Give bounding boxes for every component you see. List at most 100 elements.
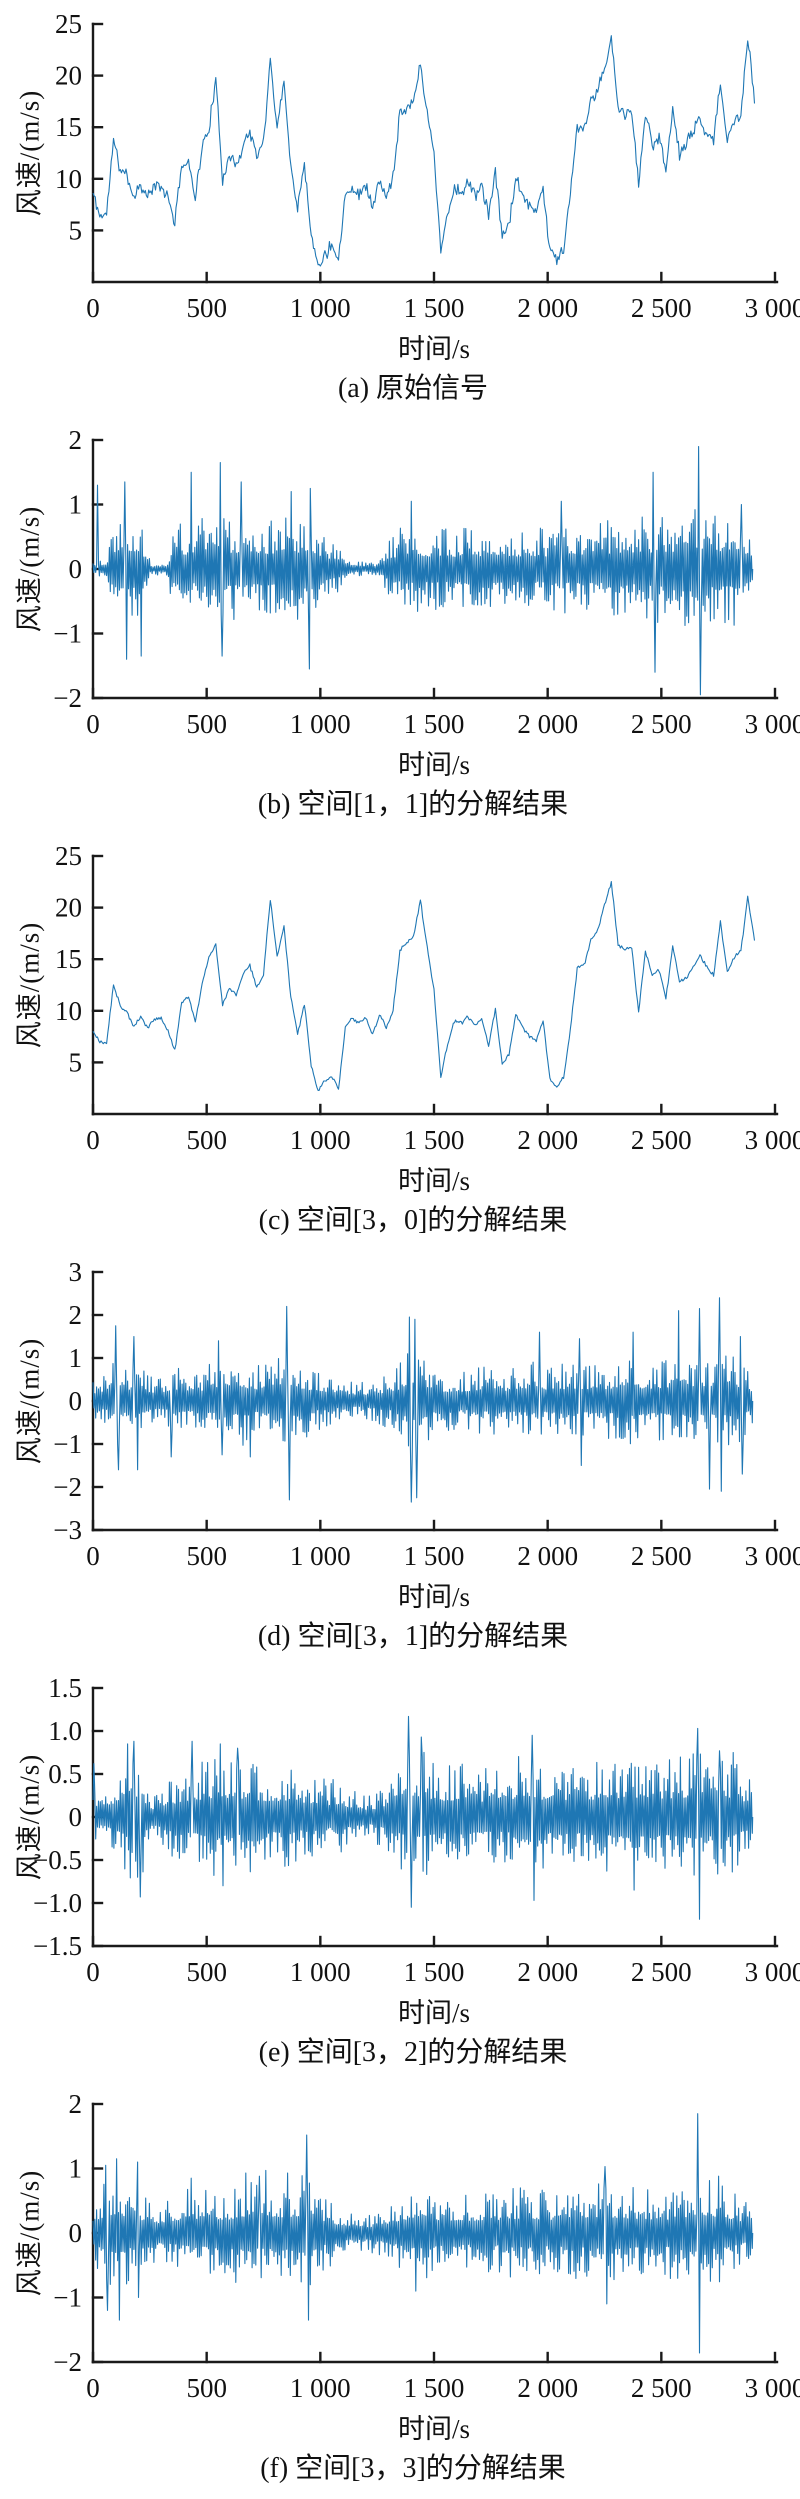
chart-canvas-e: 0 500 1 000 1 500 2 000 2 500 3 000 −1.5 −1.0 −0.… <box>33 1673 800 1987</box>
y-axis-label: 风速/(m/s) <box>14 505 45 633</box>
tick-labels: 0 500 1 000 1 500 2 000 2 500 3 000 −3 −2 −1 0 1 2 3 <box>53 1257 800 1571</box>
x-tick-label: 1 000 <box>290 1541 351 1571</box>
x-tick-label: 2 500 <box>631 1541 692 1571</box>
y-tick-label: 1.5 <box>48 1673 82 1703</box>
x-tick-label: 3 000 <box>745 293 800 323</box>
x-tick-label: 3 000 <box>745 1541 800 1571</box>
x-tick-label: 1 500 <box>404 1541 465 1571</box>
y-axis-label: 风速/(m/s) <box>14 921 45 1049</box>
x-tick-label: 1 000 <box>290 1125 351 1155</box>
series-line <box>92 1297 754 1503</box>
y-tick-label: 1 <box>69 2154 83 2184</box>
x-tick-label: 2 000 <box>517 293 578 323</box>
x-axis-label: 时间/s <box>397 750 470 780</box>
x-tick-label: 0 <box>86 1957 100 1987</box>
tick-labels: 0 500 1 000 1 500 2 000 2 500 3 000 −1.5 −1.0 −0.… <box>33 1673 800 1987</box>
y-tick-label: 0 <box>69 1386 83 1416</box>
x-axis-label: 时间/s <box>397 1166 470 1196</box>
chart-canvas-d: 0 500 1 000 1 500 2 000 2 500 3 000 −3 −2 −1 0 1 2 3 <box>53 1257 800 1571</box>
y-tick-label: 20 <box>55 893 82 923</box>
x-tick-label: 1 000 <box>290 2373 351 2403</box>
x-tick-label: 500 <box>186 1125 227 1155</box>
subplot-a: 0 500 1 000 1 500 2 000 2 500 3 000 5 10 15 20 25 风… <box>0 0 800 416</box>
x-tick-label: 3 000 <box>745 2373 800 2403</box>
subplot-caption: (c) 空间[3，0]的分解结果 <box>258 1205 568 1236</box>
subplot-caption: (a) 原始信号 <box>337 373 489 404</box>
x-tick-label: 3 000 <box>745 1957 800 1987</box>
series-line <box>92 445 754 696</box>
axes <box>91 22 779 284</box>
x-tick-label: 3 000 <box>745 1125 800 1155</box>
x-tick-label: 0 <box>86 1125 100 1155</box>
x-tick-label: 0 <box>86 2373 100 2403</box>
y-tick-label: 20 <box>55 61 82 91</box>
y-tick-label: −2 <box>53 683 82 713</box>
y-tick-label: −1.0 <box>33 1888 82 1918</box>
axes <box>91 1270 779 1532</box>
x-tick-label: 2 000 <box>517 1125 578 1155</box>
y-axis-label: 风速/(m/s) <box>14 1753 45 1881</box>
y-tick-label: 0 <box>69 554 83 584</box>
x-tick-label: 0 <box>86 709 100 739</box>
y-tick-label: 5 <box>69 1047 83 1077</box>
subplot-caption: (d) 空间[3，1]的分解结果 <box>257 1621 569 1652</box>
x-tick-label: 1 500 <box>404 1957 465 1987</box>
y-tick-label: 15 <box>55 944 82 974</box>
chart-canvas-a: 0 500 1 000 1 500 2 000 2 500 3 000 5 10 15 20 25 <box>55 9 800 323</box>
x-tick-label: 500 <box>186 1957 227 1987</box>
y-tick-label: −1 <box>53 2283 82 2313</box>
y-tick-label: 2 <box>69 2089 83 2119</box>
x-tick-label: 1 000 <box>290 709 351 739</box>
tick-labels: 0 500 1 000 1 500 2 000 2 500 3 000 −2 −1 0 1 2 <box>53 425 800 739</box>
x-tick-label: 0 <box>86 1541 100 1571</box>
y-tick-label: 0 <box>69 1802 83 1832</box>
series-line <box>92 1715 754 1920</box>
x-tick-label: 1 500 <box>404 709 465 739</box>
x-tick-label: 500 <box>186 2373 227 2403</box>
subplot-c: 0 500 1 000 1 500 2 000 2 500 3 000 5 10 15 20 25 风… <box>0 832 800 1248</box>
y-axis-label: 风速/(m/s) <box>14 1337 45 1465</box>
y-tick-label: 1 <box>69 490 83 520</box>
x-tick-label: 2 500 <box>631 1125 692 1155</box>
y-tick-label: 10 <box>55 996 82 1026</box>
x-tick-label: 1 500 <box>404 2373 465 2403</box>
chart-canvas-b: 0 500 1 000 1 500 2 000 2 500 3 000 −2 −1 0 1 2 <box>53 425 800 739</box>
x-tick-label: 2 500 <box>631 709 692 739</box>
y-tick-label: −1 <box>53 1429 82 1459</box>
x-tick-label: 2 000 <box>517 1957 578 1987</box>
y-tick-label: −1.5 <box>33 1931 82 1961</box>
x-axis-label: 时间/s <box>397 334 470 364</box>
y-tick-label: −2 <box>53 1472 82 1502</box>
x-tick-label: 1 500 <box>404 293 465 323</box>
x-tick-label: 1 000 <box>290 1957 351 1987</box>
subplot-b: 0 500 1 000 1 500 2 000 2 500 3 000 −2 −1 0 1 2 风速/… <box>0 416 800 832</box>
x-tick-label: 500 <box>186 709 227 739</box>
series-line <box>92 2113 754 2354</box>
tick-labels: 0 500 1 000 1 500 2 000 2 500 3 000 −2 −1 0 1 2 <box>53 2089 800 2403</box>
y-tick-label: 0 <box>69 2218 83 2248</box>
subplot-caption: (b) 空间[1，1]的分解结果 <box>257 789 569 820</box>
y-tick-label: −0.5 <box>33 1845 82 1875</box>
chart-canvas-c: 0 500 1 000 1 500 2 000 2 500 3 000 5 10 15 20 25 <box>55 841 800 1155</box>
series-line <box>92 35 756 267</box>
y-tick-label: 3 <box>69 1257 83 1287</box>
chart-canvas-f: 0 500 1 000 1 500 2 000 2 500 3 000 −2 −1 0 1 2 <box>53 2089 800 2403</box>
x-tick-label: 1 000 <box>290 293 351 323</box>
y-tick-label: 15 <box>55 112 82 142</box>
subplot-e: 0 500 1 000 1 500 2 000 2 500 3 000 −1.5 −1.0 −0.… <box>0 1664 800 2080</box>
tick-labels: 0 500 1 000 1 500 2 000 2 500 3 000 5 10 15 20 25 <box>55 841 800 1155</box>
x-tick-label: 500 <box>186 1541 227 1571</box>
x-tick-label: 0 <box>86 293 100 323</box>
y-tick-label: 10 <box>55 164 82 194</box>
x-tick-label: 2 500 <box>631 293 692 323</box>
subplot-caption: (f) 空间[3，3]的分解结果 <box>260 2453 566 2484</box>
y-tick-label: 5 <box>69 215 83 245</box>
y-axis-label: 风速/(m/s) <box>14 89 45 217</box>
x-axis-label: 时间/s <box>397 1582 470 1612</box>
y-tick-label: 2 <box>69 425 83 455</box>
y-axis-label: 风速/(m/s) <box>14 2169 45 2297</box>
y-tick-label: −2 <box>53 2347 82 2377</box>
x-tick-label: 3 000 <box>745 709 800 739</box>
y-tick-label: 1.0 <box>48 1716 82 1746</box>
